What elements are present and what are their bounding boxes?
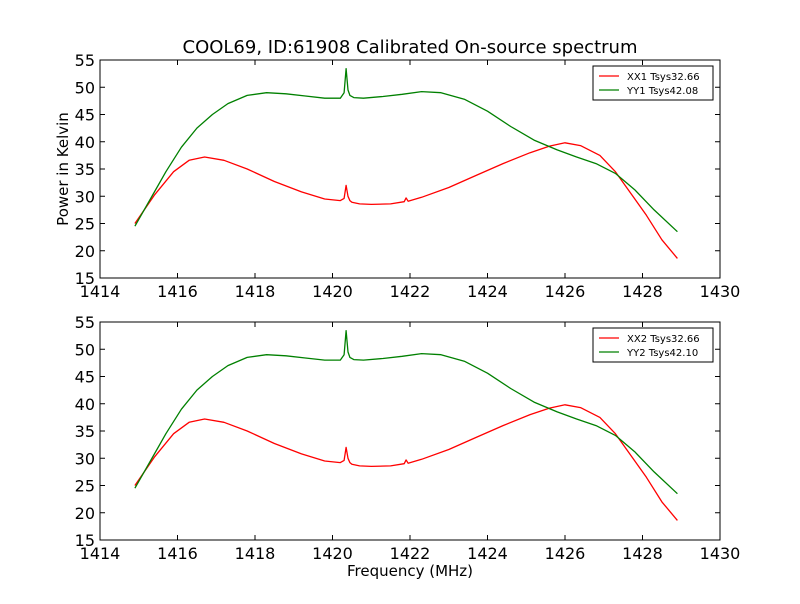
- x-tick-label: 1414: [80, 282, 121, 301]
- y-tick-label: 40: [75, 395, 95, 414]
- y-tick-label: 45: [75, 106, 95, 125]
- legend-entry: YY2 Tsys42.10: [626, 348, 698, 359]
- y-axis-label: Power in Kelvin: [54, 112, 72, 226]
- series-line-2: [134, 68, 678, 233]
- x-tick-label: 1426: [545, 282, 586, 301]
- x-tick-label: 1414: [80, 544, 121, 563]
- x-tick-label: 1428: [622, 282, 663, 301]
- x-tick-label: 1430: [700, 544, 741, 563]
- y-tick-label: 30: [75, 187, 95, 206]
- x-tick-label: 1420: [312, 282, 353, 301]
- y-tick-label: 20: [75, 504, 95, 523]
- y-tick-label: 55: [75, 51, 95, 70]
- y-tick-label: 45: [75, 368, 95, 387]
- series-line-2: [134, 330, 678, 495]
- y-tick-label: 30: [75, 449, 95, 468]
- figure-title: COOL69, ID:61908 Calibrated On-source sp…: [183, 37, 638, 58]
- series-line-1: [134, 404, 678, 521]
- legend-entry: XX1 Tsys32.66: [627, 72, 700, 83]
- x-tick-label: 1422: [390, 282, 431, 301]
- y-tick-label: 15: [75, 531, 95, 550]
- x-tick-label: 1424: [467, 544, 508, 563]
- legend-entry: YY1 Tsys42.08: [626, 86, 698, 97]
- x-tick-label: 1428: [622, 544, 663, 563]
- x-tick-label: 1426: [545, 544, 586, 563]
- x-tick-label: 1424: [467, 282, 508, 301]
- legend-box: [592, 65, 714, 101]
- x-tick-label: 1418: [235, 282, 276, 301]
- panel-1: 1414 1416 1418 1420 1422 1424 1426 1428 1430 15 20…: [54, 51, 740, 301]
- y-tick-label: 40: [75, 133, 95, 152]
- panel-2: 1414 1416 1418 1420 1422 1424 1426 1428 1430 15 20…: [75, 313, 741, 580]
- x-tick-label: 1416: [157, 282, 198, 301]
- y-tick-label: 50: [75, 78, 95, 97]
- y-tick-label: 55: [75, 313, 95, 332]
- series-line-1: [134, 142, 678, 259]
- y-tick-label: 15: [75, 269, 95, 288]
- legend-entry: XX2 Tsys32.66: [627, 334, 700, 345]
- x-axis-label: Frequency (MHz): [347, 562, 473, 580]
- x-tick-label: 1420: [312, 544, 353, 563]
- y-tick-label: 25: [75, 215, 95, 234]
- y-tick-label: 25: [75, 477, 95, 496]
- y-tick-label: 50: [75, 340, 95, 359]
- y-tick-label: 20: [75, 242, 95, 261]
- x-tick-label: 1422: [390, 544, 431, 563]
- y-tick-label: 35: [75, 160, 95, 179]
- y-tick-label: 35: [75, 422, 95, 441]
- legend: XX1 Tsys32.66 YY1 Tsys42.08: [592, 65, 714, 101]
- legend-box: [592, 327, 714, 363]
- x-tick-label: 1430: [700, 282, 741, 301]
- x-tick-label: 1416: [157, 544, 198, 563]
- x-tick-label: 1418: [235, 544, 276, 563]
- legend: XX2 Tsys32.66 YY2 Tsys42.10: [592, 327, 714, 363]
